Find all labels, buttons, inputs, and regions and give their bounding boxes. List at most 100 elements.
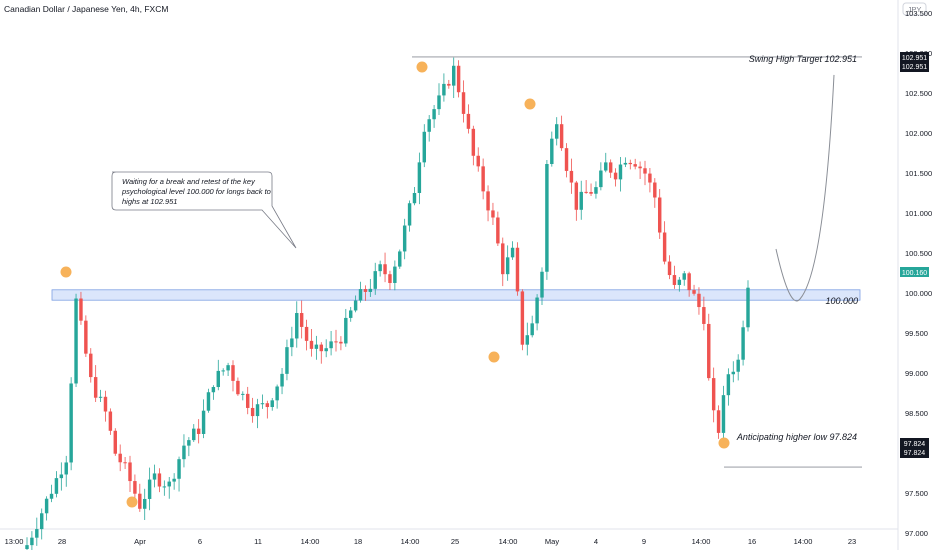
candle-body xyxy=(599,170,603,188)
candle-body xyxy=(299,313,304,327)
candle-body xyxy=(147,479,152,499)
candle-body xyxy=(496,217,500,244)
candle-body xyxy=(530,323,534,336)
candle-body xyxy=(339,341,343,344)
price-tick-label: 99.000 xyxy=(905,369,928,378)
time-axis[interactable]: 13:00 28 Apr 6 11 14:00 18 14:00 25 14:00 May 4 9 14:… xyxy=(5,537,857,546)
candle-body xyxy=(133,481,137,494)
candle-body xyxy=(167,481,171,487)
candle-body xyxy=(510,247,515,258)
candles-group xyxy=(25,57,750,550)
time-tick-label: 23 xyxy=(848,537,856,546)
candle-body xyxy=(128,462,132,482)
candle-body xyxy=(604,162,608,171)
candle-body xyxy=(525,335,530,345)
candle-body xyxy=(260,403,265,405)
candle-body xyxy=(353,300,358,311)
candle-body xyxy=(74,298,78,384)
candle-body xyxy=(692,290,696,294)
candle-body xyxy=(393,266,397,283)
candle-body xyxy=(437,95,441,110)
price-tick-label: 101.000 xyxy=(905,209,932,218)
candle-body xyxy=(461,92,466,114)
candle-body xyxy=(702,307,706,324)
time-tick-label: 14:00 xyxy=(401,537,420,546)
svg-text:97.824: 97.824 xyxy=(904,450,926,457)
price-label-swing-high: 102.951 102.951 xyxy=(900,52,929,72)
candle-body xyxy=(98,396,103,398)
candle-body xyxy=(697,293,701,308)
candle-body xyxy=(64,462,68,475)
candle-body xyxy=(211,387,216,393)
candle-body xyxy=(584,191,588,193)
price-tick-label: 102.000 xyxy=(905,129,932,138)
candle-body xyxy=(476,155,480,167)
candle-body xyxy=(662,232,667,262)
candle-body xyxy=(471,128,476,156)
candle-body xyxy=(123,462,127,464)
candle-body xyxy=(520,291,525,345)
currency-badge[interactable] xyxy=(902,2,927,16)
candle-body xyxy=(201,410,206,434)
candle-body xyxy=(540,271,544,298)
candle-body xyxy=(309,340,314,349)
candle-body xyxy=(39,513,44,530)
candle-body xyxy=(182,445,186,460)
candle-body xyxy=(358,289,363,301)
price-tick-label: 98.500 xyxy=(905,409,928,418)
candle-body xyxy=(348,310,353,318)
candle-body xyxy=(89,353,93,378)
candle-body xyxy=(162,486,167,488)
svg-text:102.951: 102.951 xyxy=(902,64,927,71)
price-tick-label: 103.500 xyxy=(905,9,932,18)
candle-body xyxy=(157,473,162,487)
time-tick-label: May xyxy=(545,537,559,546)
candle-body xyxy=(574,182,579,210)
callout-box xyxy=(111,171,297,249)
candle-body xyxy=(49,493,54,499)
candle-body xyxy=(84,320,88,354)
candle-body xyxy=(481,166,485,192)
candle-body xyxy=(716,410,721,433)
candle-body xyxy=(275,386,279,401)
price-tick-label: 100.000 xyxy=(905,289,932,298)
swing-high-annotation: Swing High Target 102.951 xyxy=(749,54,857,64)
candle-body xyxy=(746,287,750,328)
candle-body xyxy=(196,428,201,434)
time-tick-label: 13:00 xyxy=(5,537,24,546)
time-tick-label: 11 xyxy=(254,537,262,546)
candle-body xyxy=(707,323,711,379)
candle-body xyxy=(515,247,520,292)
candle-body xyxy=(142,498,147,509)
candle-body xyxy=(417,162,422,193)
candle-body xyxy=(505,257,510,275)
currency-badge-label: JPY xyxy=(908,5,922,14)
candle-body xyxy=(241,393,245,395)
candle-body xyxy=(388,274,392,283)
candle-body xyxy=(245,393,250,408)
projection-curve xyxy=(775,74,835,302)
candle-body xyxy=(226,365,230,371)
candle-body xyxy=(545,164,549,272)
time-tick-label: 14:00 xyxy=(692,537,711,546)
candle-body xyxy=(579,191,583,210)
time-tick-label: 25 xyxy=(451,537,459,546)
candle-body xyxy=(255,404,260,417)
pivot-marker xyxy=(416,61,428,73)
candle-body xyxy=(69,383,73,463)
candle-body xyxy=(324,348,328,352)
candle-body xyxy=(373,271,377,289)
candle-body xyxy=(422,131,427,163)
candle-body xyxy=(334,341,338,343)
price-label-higher-low: 97.824 97.824 xyxy=(900,438,929,458)
candle-body xyxy=(466,113,471,129)
svg-text:100.160: 100.160 xyxy=(902,270,927,277)
candle-body xyxy=(657,197,662,233)
candle-body xyxy=(295,313,299,339)
time-tick-label: 9 xyxy=(642,537,646,546)
pivot-marker xyxy=(60,266,72,278)
candle-body xyxy=(79,298,83,321)
candle-body xyxy=(378,264,382,272)
candle-body xyxy=(138,493,142,509)
